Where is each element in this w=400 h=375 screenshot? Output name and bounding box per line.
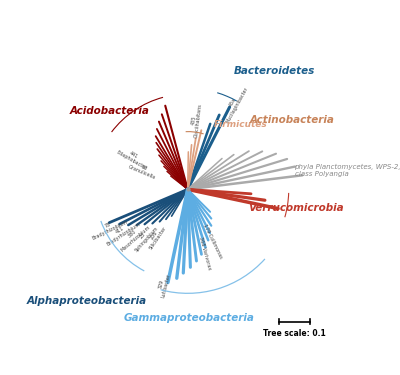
Text: Gammaproteobacteria: Gammaproteobacteria [124,313,254,323]
Text: Firmicutes: Firmicutes [214,120,268,129]
Text: 179 Collimonas: 179 Collimonas [202,223,224,260]
Text: 206
Silicibacter: 206 Silicibacter [144,222,168,251]
Text: 411
Bradyrhizobium: 411 Bradyrhizobium [102,217,141,247]
Text: Verrucomicrobia: Verrucomicrobia [248,203,344,213]
Text: 45a
Mucilaginibacter: 45a Mucilaginibacter [221,83,250,124]
Text: Tree scale: 0.1: Tree scale: 0.1 [263,328,326,338]
Text: 78
Bradyrhizobium: 78 Bradyrhizobium [89,215,128,241]
Text: 23
Sphingobium: 23 Sphingobium [130,222,160,253]
Text: Acidobacteria: Acidobacteria [70,106,150,116]
Text: 329
Lutibacter: 329 Lutibacter [156,271,172,298]
Text: 368 Varivorax: 368 Varivorax [198,236,212,271]
Text: Actinobacteria: Actinobacteria [249,115,334,125]
Text: Alphaproteobacteria: Alphaproteobacteria [26,296,147,306]
Text: 441
Edaphobacter: 441 Edaphobacter [115,144,150,171]
Text: 435
Glaciihabitans: 435 Glaciihabitans [189,103,203,138]
Text: phyla Planctomycetes, WPS-2,
class Polyangia: phyla Planctomycetes, WPS-2, class Polya… [294,164,400,177]
Text: 380
Mesorhizobium: 380 Mesorhizobium [116,220,151,252]
Text: Bacteroidetes: Bacteroidetes [234,66,315,76]
Text: 53
Granulicella: 53 Granulicella [127,160,158,181]
